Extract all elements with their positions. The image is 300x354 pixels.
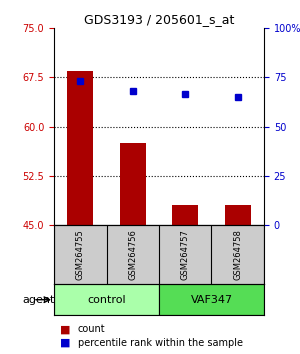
Text: VAF347: VAF347 [190, 295, 232, 305]
FancyBboxPatch shape [54, 284, 159, 315]
Text: GSM264757: GSM264757 [181, 229, 190, 280]
Text: ■: ■ [60, 324, 70, 334]
Title: GDS3193 / 205601_s_at: GDS3193 / 205601_s_at [84, 13, 234, 26]
Bar [225, 205, 251, 225]
Text: agent: agent [23, 295, 55, 305]
Text: ■: ■ [60, 338, 70, 348]
Text: GSM264756: GSM264756 [128, 229, 137, 280]
Bar [172, 205, 198, 225]
Text: count: count [78, 324, 106, 334]
Text: GSM264758: GSM264758 [233, 229, 242, 280]
Text: percentile rank within the sample: percentile rank within the sample [78, 338, 243, 348]
FancyBboxPatch shape [159, 284, 264, 315]
Bar [67, 71, 93, 225]
Text: GSM264755: GSM264755 [76, 229, 85, 280]
Bar [120, 143, 146, 225]
Text: control: control [87, 295, 126, 305]
